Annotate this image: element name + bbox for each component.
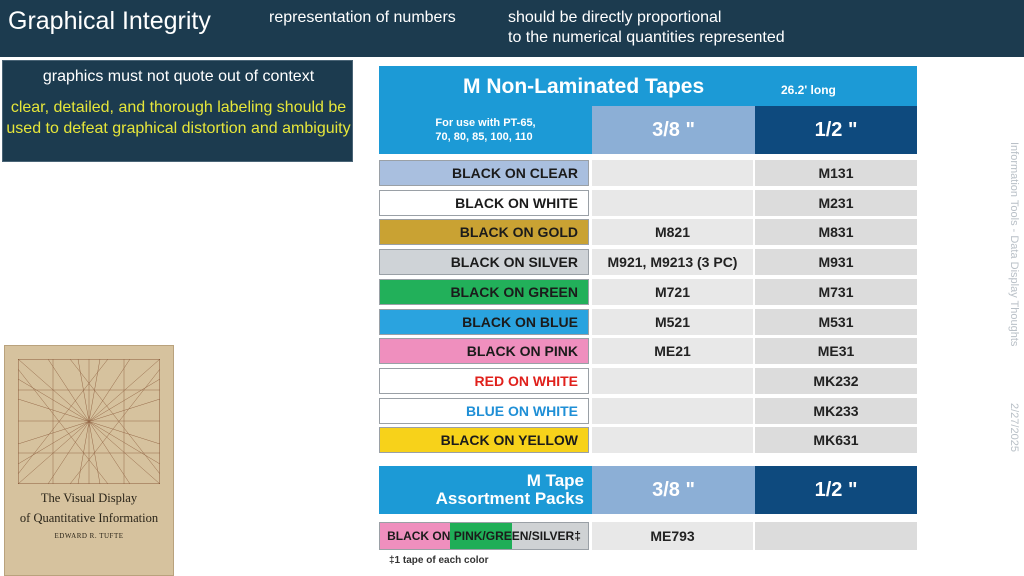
tape-code-1-2: M831 — [755, 219, 917, 245]
column-header-3-8: 3/8 " — [592, 106, 755, 154]
footer-text: Information Tools - Data Display Thought… — [1008, 142, 1020, 347]
header-bar — [0, 0, 1024, 57]
compatibility-note: For use with PT-65, 70, 80, 85, 100, 110 — [379, 106, 592, 154]
tape-color-label: BLACK ON PINK — [379, 338, 589, 364]
tape-color-label: BLACK ON GOLD — [379, 219, 589, 245]
tape-code-1-2: MK631 — [755, 427, 917, 453]
book-title-line1: The Visual Display — [40, 491, 138, 505]
tape-code-3-8: M721 — [592, 279, 753, 305]
tape-color-label: BLACK ON YELLOW — [379, 427, 589, 453]
assortment-col-1-2: 1/2 " — [755, 466, 917, 514]
tape-color-label: BLACK ON CLEAR — [379, 160, 589, 186]
chart-title-bar: M Non-Laminated Tapes 26.2' long — [379, 66, 917, 106]
assortment-code: ME793 — [592, 522, 753, 550]
book-title-line2: of Quantitative Information — [19, 511, 159, 525]
tape-color-label: RED ON WHITE — [379, 368, 589, 394]
tape-code-3-8 — [592, 368, 753, 394]
tape-code-3-8: M521 — [592, 309, 753, 335]
tape-code-3-8 — [592, 427, 753, 453]
book-cover-image: The Visual Display of Quantitative Infor… — [4, 345, 174, 576]
assortment-title-line2: Assortment Packs — [435, 489, 584, 508]
side-footer: Information Tools - Data Display Thought… — [998, 142, 1020, 452]
tape-color-label: BLACK ON SILVER — [379, 249, 589, 275]
chart-title: M Non-Laminated Tapes — [463, 75, 705, 98]
callout-line-1: graphics must not quote out of context — [42, 68, 315, 85]
book-title: The Visual Display of Quantitative Infor… — [4, 488, 174, 528]
book-author: EDWARD R. TUFTE — [54, 532, 124, 540]
assortment-label: BLACK ON PINK/GREEN/SILVER‡ — [379, 522, 589, 550]
header-right-line2: to the numerical quantities represented — [508, 29, 785, 46]
footer-date: 2/27/2025 — [1008, 403, 1020, 452]
tape-code-1-2: MK233 — [755, 398, 917, 424]
callout-line-2: clear, detailed, and thorough labeling s… — [6, 99, 351, 137]
tape-color-label: BLACK ON BLUE — [379, 309, 589, 335]
chart-subtitle: 26.2' long — [781, 83, 836, 97]
tape-code-1-2: ME31 — [755, 338, 917, 364]
compat-line2: 70, 80, 85, 100, 110 — [435, 131, 533, 143]
tape-code-1-2: M131 — [755, 160, 917, 186]
tape-code-3-8 — [592, 398, 753, 424]
book-cover-grid-art — [18, 359, 160, 484]
tape-color-label: BLUE ON WHITE — [379, 398, 589, 424]
tape-code-1-2: M231 — [755, 190, 917, 216]
assortment-title-line1: M Tape — [526, 471, 584, 490]
slide-title: Graphical Integrity — [8, 7, 211, 35]
tape-chart-image: M Non-Laminated Tapes 26.2' long For use… — [379, 66, 917, 576]
tape-code-3-8 — [592, 160, 753, 186]
footnote: ‡1 tape of each color — [389, 555, 489, 566]
tape-code-3-8 — [592, 190, 753, 216]
assortment-code-empty — [755, 522, 917, 550]
compat-line1: For use with PT-65, — [435, 117, 536, 129]
tape-color-label: BLACK ON WHITE — [379, 190, 589, 216]
tape-code-3-8: M921, M9213 (3 PC) — [592, 249, 753, 275]
header-right-line1: should be directly proportional — [508, 9, 722, 26]
assortment-col-3-8: 3/8 " — [592, 466, 755, 514]
tape-code-3-8: M821 — [592, 219, 753, 245]
column-header-1-2: 1/2 " — [755, 106, 917, 154]
assortment-title: M Tape Assortment Packs — [379, 466, 592, 514]
tape-code-3-8: ME21 — [592, 338, 753, 364]
tape-code-1-2: M731 — [755, 279, 917, 305]
tape-code-1-2: MK232 — [755, 368, 917, 394]
header-mid-text: representation of numbers — [269, 9, 456, 26]
callout-box: graphics must not quote out of context c… — [2, 60, 353, 162]
tape-color-label: BLACK ON GREEN — [379, 279, 589, 305]
tape-code-1-2: M531 — [755, 309, 917, 335]
header-right-text: should be directly proportional to the n… — [508, 8, 785, 48]
tape-code-1-2: M931 — [755, 249, 917, 275]
